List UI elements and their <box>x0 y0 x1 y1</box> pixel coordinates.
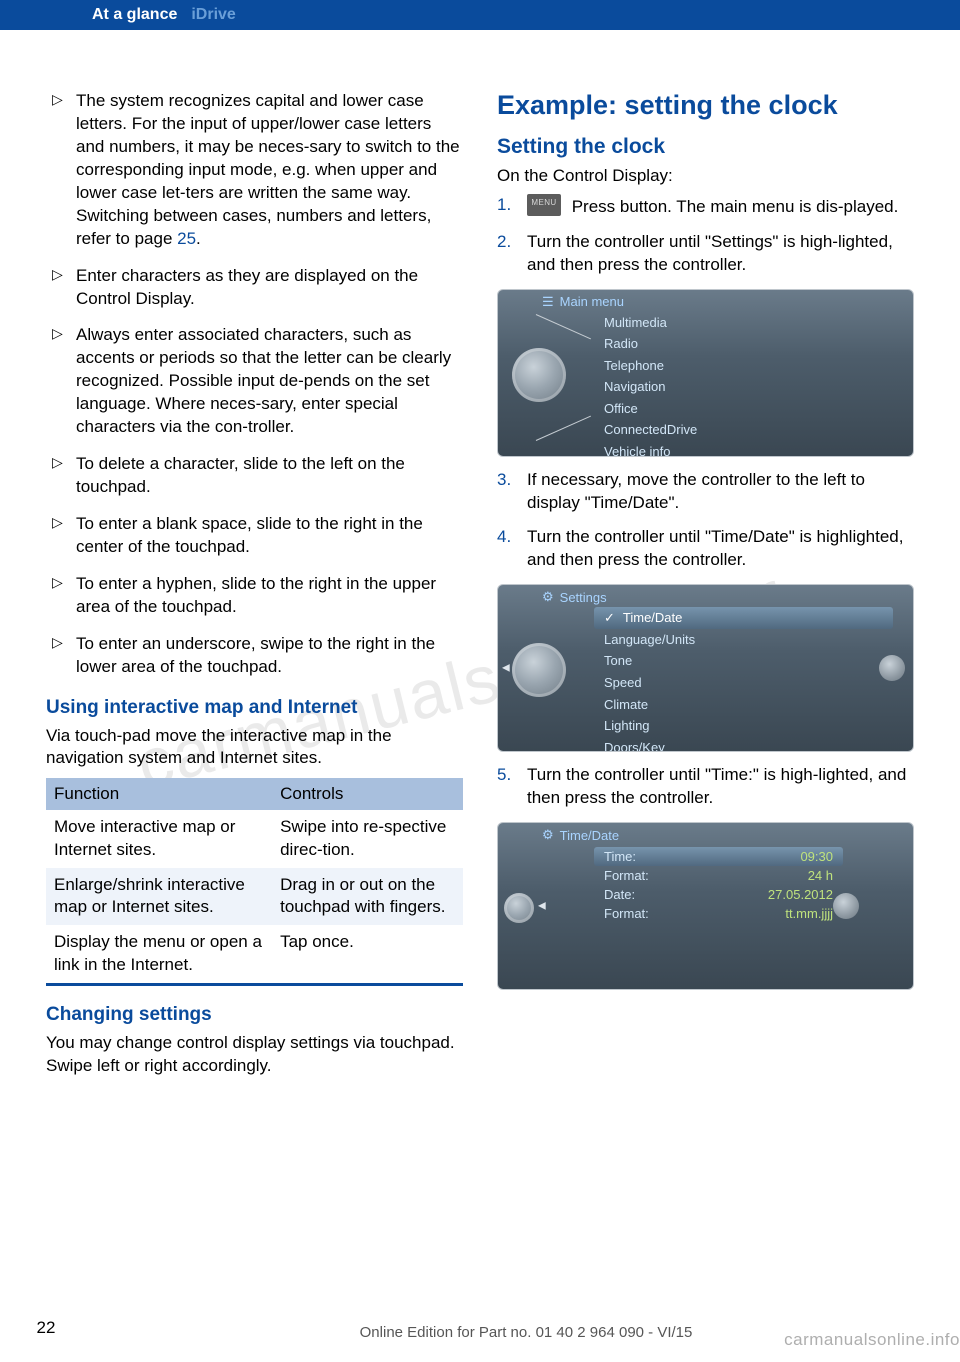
panel2-menu: ✓Time/DateLanguage/UnitsToneSpeedClimate… <box>594 607 893 752</box>
idrive-menu-item: Lighting <box>594 715 893 737</box>
heading-changing-settings: Changing settings <box>46 1004 463 1026</box>
header-subsection: iDrive <box>191 6 235 24</box>
kv-value: 27.05.2012 <box>768 887 833 902</box>
table-cell: Enlarge/shrink interactive map or Intern… <box>46 868 272 926</box>
paragraph-interactive-map: Via touch-pad move the interactive map i… <box>46 725 463 771</box>
heading-setting-clock: Setting the clock <box>497 135 914 159</box>
arrow-left-icon: ◀ <box>502 663 510 674</box>
panel-line-icon <box>536 415 591 440</box>
idrive-menu-item: Office <box>594 398 893 420</box>
heading-interactive-map: Using interactive map and Internet <box>46 697 463 719</box>
kv-key: Time: <box>604 849 636 864</box>
step-3-text: If necessary, move the controller to the… <box>527 470 865 512</box>
content-columns: The system recognizes capital and lower … <box>0 30 960 1083</box>
table-end-rule <box>46 983 463 986</box>
paragraph-changing-settings: You may change control display settings … <box>46 1032 463 1078</box>
table-cell: Move interactive map or Internet sites. <box>46 810 272 868</box>
step-3: 3.If necessary, move the controller to t… <box>497 469 914 515</box>
panel3-title: ⚙Time/Date <box>542 827 619 843</box>
idrive-menu-item: Telephone <box>594 355 893 377</box>
idrive-kv-row: Date: 27.05.2012 <box>594 885 843 904</box>
idrive-menu-item: ✓Time/Date <box>594 607 893 629</box>
bullet-item: To enter an underscore, swipe to the rig… <box>46 633 463 679</box>
bullet-item: To delete a character, slide to the left… <box>46 453 463 499</box>
steps-list: 3.If necessary, move the controller to t… <box>497 469 914 573</box>
page-footer: 22 Online Edition for Part no. 01 40 2 9… <box>0 1302 960 1362</box>
bullet-item: To enter a hyphen, slide to the right in… <box>46 573 463 619</box>
kv-key: Date: <box>604 887 635 902</box>
idrive-menu-item: Language/Units <box>594 629 893 651</box>
idrive-menu-item: Doors/Key <box>594 737 893 753</box>
page-number: 22 <box>0 1318 92 1346</box>
step-4: 4.Turn the controller until "Time/Date" … <box>497 526 914 572</box>
table-cell: Drag in or out on the touchpad with fing… <box>272 868 463 926</box>
idrive-menu-item: Tone <box>594 650 893 672</box>
check-icon: ✓ <box>604 610 615 625</box>
panel2-title: ⚙Settings <box>542 589 607 605</box>
idrive-menu-item: Radio <box>594 333 893 355</box>
step-2-text: Turn the controller until "Settings" is … <box>527 232 893 274</box>
idrive-kv-row: Format: tt.mm.jjjj <box>594 904 843 923</box>
step-1-text: Press button. The main menu is dis‐playe… <box>567 197 898 216</box>
panel1-title: ☰Main menu <box>542 294 624 310</box>
idrive-menu-item: Speed <box>594 672 893 694</box>
idrive-menu-item: Multimedia <box>594 312 893 334</box>
idrive-menu-item: Climate <box>594 694 893 716</box>
idrive-kv-row: Time: 09:30 <box>594 847 843 866</box>
step-2: 2.Turn the controller until "Settings" i… <box>497 231 914 277</box>
arrow-left-icon: ◀ <box>538 901 546 912</box>
panel1-menu: MultimediaRadioTelephoneNavigationOffice… <box>594 312 893 457</box>
heading-example-clock: Example: setting the clock <box>497 90 914 121</box>
page-link[interactable]: 25 <box>177 229 196 248</box>
bullet-item: To enter a blank space, slide to the rig… <box>46 513 463 559</box>
step-1: 1. Press button. The main menu is dis‐pl… <box>497 194 914 219</box>
left-column: The system recognizes capital and lower … <box>46 90 463 1083</box>
table-row: Display the menu or open a link in the I… <box>46 925 463 983</box>
idrive-menu-item: ConnectedDrive <box>594 419 893 441</box>
kv-value: 24 h <box>808 868 833 883</box>
table-head-function: Function <box>46 778 272 810</box>
function-controls-table: Function Controls Move interactive map o… <box>46 778 463 983</box>
idrive-panel-time-date: ⚙Time/Date ◀ Time: 09:30 Format: 24 h Date: 2… <box>497 822 914 990</box>
kv-value: 09:30 <box>800 849 833 864</box>
table-row: Enlarge/shrink interactive map or Intern… <box>46 868 463 926</box>
page-header: At a glance iDrive <box>0 0 960 30</box>
idrive-panel-settings: ⚙Settings ◀ ✓Time/DateLanguage/UnitsTone… <box>497 584 914 752</box>
touchpad-bullets: The system recognizes capital and lower … <box>46 90 463 679</box>
paragraph-control-display: On the Control Display: <box>497 165 914 188</box>
table-cell: Tap once. <box>272 925 463 983</box>
panel-dial-icon <box>504 893 534 923</box>
watermark-footer: carmanualsonline.info <box>784 1330 960 1350</box>
panel-dial-icon <box>512 348 566 402</box>
menu-button-icon <box>527 194 561 216</box>
steps-list: 5.Turn the controller until "Time:" is h… <box>497 764 914 810</box>
kv-key: Format: <box>604 906 649 921</box>
step-5-text: Turn the controller until "Time:" is hig… <box>527 765 906 807</box>
bullet-item: Always enter associated characters, such… <box>46 324 463 439</box>
idrive-menu-item: Navigation <box>594 376 893 398</box>
step-5: 5.Turn the controller until "Time:" is h… <box>497 764 914 810</box>
idrive-panel-main-menu: ☰Main menu MultimediaRadioTelephoneNavig… <box>497 289 914 457</box>
kv-value: tt.mm.jjjj <box>785 906 833 921</box>
steps-list: 1. Press button. The main menu is dis‐pl… <box>497 194 914 277</box>
panel3-keyvalues: Time: 09:30 Format: 24 h Date: 27.05.2012 Form… <box>594 847 843 923</box>
right-column: Example: setting the clock Setting the c… <box>497 90 914 1083</box>
idrive-menu-item: Vehicle info <box>594 441 893 457</box>
kv-key: Format: <box>604 868 649 883</box>
table-row: Move interactive map or Internet sites.S… <box>46 810 463 868</box>
panel-dial-icon <box>512 643 566 697</box>
panel-line-icon <box>536 314 591 339</box>
bullet-item: The system recognizes capital and lower … <box>46 90 463 251</box>
idrive-kv-row: Format: 24 h <box>594 866 843 885</box>
table-head-controls: Controls <box>272 778 463 810</box>
step-4-text: Turn the controller until "Time/Date" is… <box>527 527 903 569</box>
table-cell: Display the menu or open a link in the I… <box>46 925 272 983</box>
table-cell: Swipe into re‐spective direc‐tion. <box>272 810 463 868</box>
bullet-item: Enter characters as they are displayed o… <box>46 265 463 311</box>
header-section: At a glance <box>92 6 177 24</box>
